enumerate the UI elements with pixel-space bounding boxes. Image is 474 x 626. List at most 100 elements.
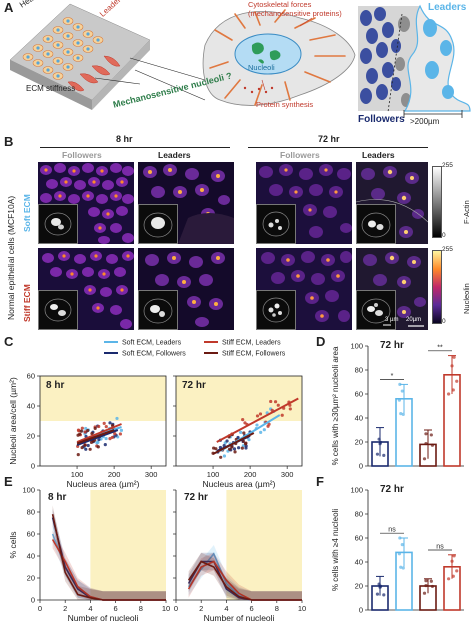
scatter-point: [244, 441, 248, 445]
x-tick-label: 300: [281, 470, 294, 479]
x-tick-label: 10: [162, 604, 170, 613]
scatter-point: [80, 445, 84, 450]
scatter-point: [240, 446, 244, 450]
inset-soft-leaders-72hr: [356, 204, 396, 244]
data-point: [430, 443, 435, 447]
x-axis-label: Nucleus area (µm²): [203, 479, 276, 489]
row-label-soft: Soft ECM: [22, 194, 32, 232]
data-point: [401, 566, 405, 570]
scatter-point: [222, 454, 227, 458]
data-point: [422, 457, 427, 461]
data-point: [429, 433, 433, 437]
threshold-region: [40, 376, 166, 421]
significance-label: *: [391, 373, 394, 380]
scatter-point: [86, 428, 90, 433]
scatter-point: [239, 430, 243, 434]
micrograph-soft-leaders-72hr: [356, 162, 428, 244]
data-point: [397, 552, 401, 556]
scatter-point: [280, 413, 284, 417]
ribosome-dots: [243, 86, 274, 94]
chart-title: 72 hr: [380, 340, 404, 351]
scatter-point: [83, 430, 87, 434]
y-axis-label: Nucleoli area/cell (µm²): [8, 377, 18, 465]
data-point: [398, 536, 402, 540]
scatter-point: [96, 445, 100, 449]
data-point: [400, 543, 404, 547]
scatter-point: [241, 417, 245, 422]
data-point: [452, 554, 456, 558]
divider-72hr: [248, 147, 428, 148]
micrograph-stiff-followers-8hr: [38, 248, 134, 330]
divider-8hr: [40, 147, 230, 148]
scatter-point: [258, 412, 263, 416]
colorbar-nucleolin-label: Nucleolin: [462, 283, 471, 314]
scatter-point: [89, 440, 94, 444]
leader-cells-shapes: [67, 55, 121, 92]
data-point: [424, 432, 428, 436]
data-point: [447, 577, 451, 581]
scatter-point: [259, 430, 263, 434]
scatter-point: [288, 407, 292, 411]
colorbar-factin-max: 255: [442, 162, 453, 169]
data-point: [455, 569, 459, 573]
data-point: [450, 364, 454, 368]
legend-c: Soft ECM, Leaders Soft ECM, Followers Stif…: [100, 336, 310, 362]
scatter-point: [262, 428, 266, 432]
y-tick-label: 20: [27, 432, 35, 441]
data-point: [422, 591, 427, 595]
leader-follower-schematic: [358, 4, 471, 118]
x-tick-label: 4: [224, 604, 228, 613]
y-tick-label: 40: [355, 414, 363, 423]
y-tick-label: 40: [27, 552, 35, 561]
epithelial-cell-grid: [22, 17, 121, 92]
scatter-point: [233, 450, 237, 454]
x-tick-label: 0: [174, 604, 178, 613]
data-point: [399, 412, 403, 416]
series-band: [52, 525, 166, 600]
y-axis-label: % cells: [8, 532, 18, 559]
scatter-point: [255, 414, 260, 418]
scatter-point: [84, 447, 88, 451]
inset-stiff-followers-8hr: [38, 290, 78, 330]
data-point: [450, 559, 454, 563]
plot-frame: [39, 375, 167, 467]
legend-label: Soft ECM, Followers: [122, 351, 186, 358]
col-leaders-8hr: Leaders: [158, 150, 191, 160]
scatter-point: [83, 443, 87, 447]
scatter-point: [247, 438, 251, 442]
y-tick-label: 20: [355, 582, 363, 591]
series-band: [188, 545, 302, 600]
scatter-point: [102, 421, 106, 425]
scatter-point: [104, 436, 108, 441]
scatter-point: [97, 424, 101, 429]
scatter-point: [227, 447, 232, 451]
scatter-point: [267, 422, 271, 426]
legend-label: Soft ECM, Leaders: [122, 340, 182, 347]
y-tick-label: 0: [31, 596, 35, 605]
scatter-point: [273, 400, 278, 404]
scatter-point: [78, 432, 82, 436]
fit-line: [76, 429, 119, 446]
legend-swatches: Soft ECM, Leaders Soft ECM, Followers Stif…: [104, 340, 286, 358]
colorbar-nucleolin-min: 0: [442, 318, 446, 325]
data-point: [375, 592, 380, 596]
scatter-point: [104, 425, 108, 429]
inset-stiff-leaders-72hr: [356, 290, 396, 330]
x-axis-label: Number of nucleoli: [204, 613, 275, 623]
threshold-region: [176, 376, 302, 421]
micrograph-stiff-leaders-72hr: [356, 248, 428, 330]
x-tick-label: 200: [244, 470, 257, 479]
fit-line: [76, 429, 115, 445]
legend-label: Stiff ECM, Followers: [222, 351, 286, 358]
scale-label-20um: 20µm: [406, 317, 422, 323]
data-point: [451, 574, 455, 578]
data-point: [377, 437, 381, 441]
label-cytoskeletal-forces: Cytoskeletal forces: [248, 0, 312, 9]
x-tick-label: 100: [207, 470, 220, 479]
inset-stiff-followers-72hr: [256, 290, 296, 330]
panel-a: Healthy Epithelial cells Leader cells EC…: [0, 0, 474, 132]
data-point: [429, 579, 433, 583]
panel-label-f: F: [316, 474, 324, 489]
data-point: [451, 388, 455, 392]
y-tick-label: 60: [27, 530, 35, 539]
